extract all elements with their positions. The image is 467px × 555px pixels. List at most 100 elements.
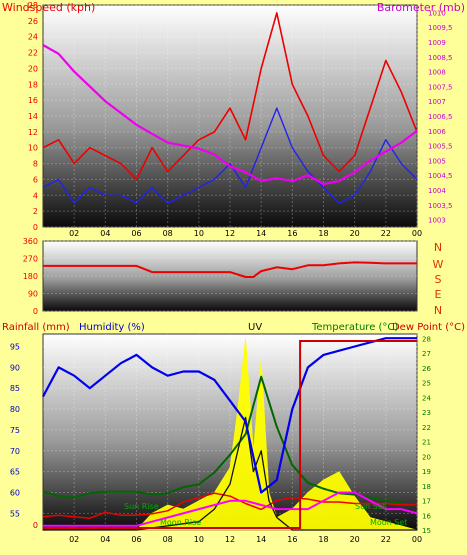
- wind-y-tick-label: 26: [28, 17, 38, 26]
- uv-index-line: [43, 416, 417, 531]
- barometer-y-tick-label: 1009,5: [428, 24, 453, 32]
- wind-y-tick-label: 2: [33, 207, 38, 216]
- compass-label-w: W: [433, 258, 444, 271]
- wind-average-line: [42, 107, 418, 204]
- wind-y-tick-label: 16: [28, 96, 38, 105]
- barometer-y-tick-label: 1004: [428, 187, 446, 195]
- moon-set-label: Moon Set: [370, 518, 407, 527]
- humidity-y-tick-label: 60: [10, 488, 20, 497]
- direction-plot-area: [42, 240, 418, 312]
- solar-radiation-area: [43, 338, 418, 531]
- wind-gust-line: [42, 12, 418, 181]
- wind-y-tick-label: 18: [28, 80, 38, 89]
- temperature-y-tick-label: 26: [422, 365, 431, 373]
- wind-y-tick-label: 14: [28, 112, 38, 121]
- humidity-y-tick-label: 85: [10, 384, 20, 393]
- temperature-y-tick-label: 17: [422, 498, 431, 506]
- barometer-y-tick-label: 1003: [428, 217, 446, 225]
- rainfall-line: [43, 340, 417, 529]
- barometer-y-tick-label: 1004,5: [428, 172, 453, 180]
- barometer-y-tick-label: 1008,5: [428, 54, 453, 62]
- direction-y-tick-label: 360: [23, 237, 38, 246]
- humidity-y-tick-label: 95: [10, 343, 20, 352]
- direction-y-tick-label: 0: [33, 307, 38, 316]
- wind-x-tick-label: 22: [381, 229, 391, 238]
- temperature-x-tick-label: 22: [381, 535, 391, 544]
- temperature-y-tick-label: 15: [422, 527, 431, 535]
- temperature-y-tick-label: 20: [422, 453, 431, 461]
- wind-x-tick-label: 16: [287, 229, 297, 238]
- windspeed-axis-label: Windspeed (kph): [2, 1, 95, 14]
- direction-y-tick-label: 270: [23, 255, 38, 264]
- barometer-line: [42, 44, 418, 186]
- wind-y-tick-label: 8: [33, 160, 38, 169]
- uv-axis-label: UV: [248, 322, 262, 333]
- barometer-y-tick-label: 1007,5: [428, 83, 453, 91]
- temperature-y-tick-label: 28: [422, 335, 431, 343]
- wind-x-tick-label: 18: [318, 229, 328, 238]
- wind-plot-area: [42, 4, 418, 228]
- temperature-x-tick-label: 18: [318, 535, 328, 544]
- direction-y-tick-label: 180: [23, 272, 38, 281]
- wind-x-tick-label: 10: [194, 229, 204, 238]
- wind-y-tick-label: 20: [28, 64, 38, 73]
- temperature-x-tick-label: 12: [225, 535, 235, 544]
- moon-rise-label: Moon Rise: [160, 518, 201, 527]
- temperature-x-tick-label: 02: [69, 535, 79, 544]
- barometer-y-tick-label: 1008: [428, 69, 446, 77]
- rainfall-y-tick-label: 0: [33, 521, 38, 530]
- wind-x-tick-label: 20: [350, 229, 360, 238]
- compass-label-n-bottom: N: [434, 304, 442, 317]
- temperature-y-tick-label: 19: [422, 468, 431, 476]
- dew-point-axis-label: Dew Point (°C): [392, 322, 465, 333]
- temperature-x-tick-label: 20: [350, 535, 360, 544]
- humidity-y-tick-label: 55: [10, 509, 20, 518]
- dew-point-line: [42, 492, 417, 519]
- temperature-line: [42, 375, 418, 506]
- temperature-x-tick-label: 08: [163, 535, 173, 544]
- temperature-y-tick-label: 21: [422, 439, 431, 447]
- temperature-y-tick-label: 23: [422, 409, 431, 417]
- wind-x-tick-label: 02: [69, 229, 79, 238]
- solar-max-line: [43, 491, 418, 527]
- temperature-x-tick-label: 10: [194, 535, 204, 544]
- temperature-y-tick-label: 27: [422, 350, 431, 358]
- wind-x-tick-label: 14: [256, 229, 266, 238]
- humidity-line: [42, 337, 417, 494]
- barometer-y-tick-label: 1006: [428, 128, 446, 136]
- temperature-y-tick-label: 22: [422, 424, 431, 432]
- compass-label-s: S: [435, 273, 442, 286]
- wind-y-tick-label: 10: [28, 144, 38, 153]
- sun-set-label: Sun Set: [355, 502, 386, 511]
- rainfall-axis-label: Rainfall (mm): [2, 322, 70, 333]
- temperature-y-tick-label: 16: [422, 512, 431, 520]
- humidity-y-tick-label: 90: [10, 363, 20, 372]
- wind-y-tick-label: 6: [33, 175, 38, 184]
- wind-x-tick-label: 06: [131, 229, 141, 238]
- humidity-y-tick-label: 70: [10, 447, 20, 456]
- temperature-x-tick-label: 04: [100, 535, 110, 544]
- barometer-y-tick-label: 1010: [428, 9, 446, 17]
- humidity-y-tick-label: 75: [10, 426, 20, 435]
- wind-direction-line: [43, 261, 417, 278]
- wind-y-tick-label: 0: [33, 223, 38, 232]
- barometer-y-tick-label: 1007: [428, 98, 446, 106]
- temperature-axis-label: Temperature (°C): [311, 322, 398, 333]
- sun-rise-label: Sun Rise: [124, 502, 159, 511]
- wind-y-tick-label: 4: [33, 191, 38, 200]
- wind-y-tick-label: 12: [28, 128, 38, 137]
- barometer-y-tick-label: 1006,5: [428, 113, 453, 121]
- barometer-y-tick-label: 1003,5: [428, 202, 453, 210]
- barometer-y-tick-label: 1009: [428, 39, 446, 47]
- wind-y-tick-label: 22: [28, 49, 38, 58]
- wind-x-tick-label: 04: [100, 229, 110, 238]
- barometer-y-tick-label: 1005: [428, 157, 446, 165]
- barometer-y-tick-label: 1005,5: [428, 143, 453, 151]
- temperature-y-tick-label: 24: [422, 394, 431, 402]
- wind-y-tick-label: 28: [28, 1, 38, 10]
- direction-y-tick-label: 90: [28, 290, 38, 299]
- barometer-axis-label: Barometer (mb): [377, 1, 465, 14]
- temperature-x-tick-label: 14: [256, 535, 266, 544]
- wind-y-tick-label: 24: [28, 33, 38, 42]
- temperature-y-tick-label: 18: [422, 483, 431, 491]
